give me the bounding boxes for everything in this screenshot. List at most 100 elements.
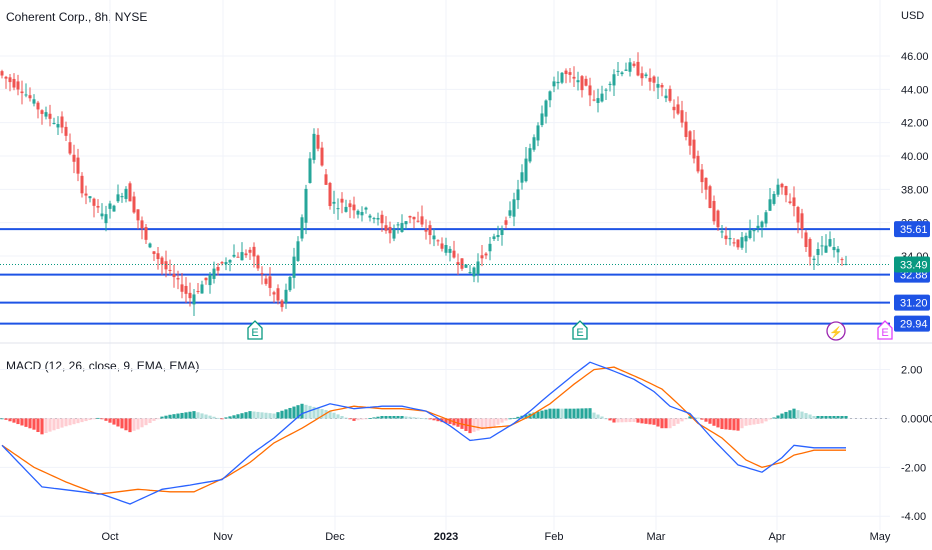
macd-histogram-bar xyxy=(316,407,320,419)
candle-body xyxy=(420,216,424,225)
event-markers[interactable]: E E ⚡ E xyxy=(247,320,893,341)
macd-histogram-bar xyxy=(652,418,656,425)
level-price-tag xyxy=(894,221,930,238)
price-tick-label: 42.00 xyxy=(901,118,929,130)
candle-body xyxy=(468,272,472,274)
macd-histogram-bar xyxy=(332,412,336,419)
macd-histogram-bar xyxy=(48,418,52,432)
macd-histogram-bar xyxy=(260,412,264,419)
macd-axis[interactable]: 2.00 0.0000 -2.00 -4.00 xyxy=(901,365,932,524)
candle-body xyxy=(324,174,328,185)
macd-histogram-bar xyxy=(308,405,312,419)
macd-histogram-bar xyxy=(108,418,112,423)
candle-body xyxy=(180,284,184,292)
candle-body xyxy=(256,255,260,269)
macd-histogram-bar xyxy=(604,418,608,420)
macd-histogram-bar xyxy=(140,418,144,428)
macd-histogram-bar xyxy=(372,417,376,419)
candle-body xyxy=(312,133,316,160)
macd-histogram-bar xyxy=(288,407,292,419)
macd-histogram-bar xyxy=(28,418,32,429)
macd-histogram-bar xyxy=(724,418,728,430)
candle-body xyxy=(96,205,100,208)
candle-body xyxy=(568,72,572,75)
macd-histogram-bar xyxy=(644,418,648,424)
candle-body xyxy=(308,158,312,183)
macd-histogram-bar xyxy=(500,418,504,423)
candle-body xyxy=(604,89,608,91)
candle-body xyxy=(552,81,556,87)
macd-histogram-bar xyxy=(320,409,324,419)
dividend-marker xyxy=(826,321,846,341)
candle-body xyxy=(164,261,168,270)
candle-body xyxy=(236,256,240,258)
price-axis[interactable]: 46.0044.0042.0040.0038.0036.0034.0035.61… xyxy=(894,51,930,332)
macd-histogram-bar xyxy=(284,409,288,419)
candle-body xyxy=(564,70,568,75)
candle-body xyxy=(588,85,592,96)
macd-histogram-bar xyxy=(204,414,208,419)
candle-body xyxy=(208,274,212,286)
candle-body xyxy=(104,214,108,224)
support-resistance-levels[interactable] xyxy=(0,228,890,325)
candle-body xyxy=(636,61,640,76)
macd-histogram-bar xyxy=(152,418,156,421)
candle-body xyxy=(168,269,172,271)
candle-body xyxy=(52,122,56,124)
time-tick-label: Nov xyxy=(213,531,233,543)
macd-histogram-bar xyxy=(36,418,40,433)
macd-histogram-bar xyxy=(492,418,496,427)
candle-body xyxy=(400,223,404,232)
macd-histogram-bar xyxy=(816,416,820,419)
macd-histogram-bar xyxy=(148,418,152,424)
candle-body xyxy=(716,210,720,228)
candle-body xyxy=(296,241,300,261)
candle-body xyxy=(508,210,512,216)
macd-histogram-bar xyxy=(392,416,396,419)
candle-body xyxy=(272,292,276,295)
candle-body xyxy=(72,154,76,162)
time-axis[interactable]: Oct Nov Dec 2023 Feb Mar Apr May xyxy=(101,531,890,543)
candle-body xyxy=(692,139,696,159)
candle-body xyxy=(212,268,216,279)
candle-body xyxy=(756,225,760,229)
macd-histogram-bar xyxy=(368,418,372,419)
candle-body xyxy=(576,80,580,83)
candle-body xyxy=(336,208,340,210)
macd-histogram-bar xyxy=(200,413,204,419)
macd-histogram-bar xyxy=(352,418,356,421)
earnings-marker xyxy=(877,320,893,340)
candle-body xyxy=(532,137,536,150)
candle-body xyxy=(472,267,476,277)
candle-body xyxy=(288,276,292,291)
candle-body xyxy=(340,198,344,203)
macd-histogram-bar xyxy=(572,408,576,419)
candle-body xyxy=(480,255,484,259)
candle-body xyxy=(300,217,304,239)
macd-lines xyxy=(1,361,846,505)
candle-body xyxy=(248,249,252,253)
candle-body xyxy=(44,112,48,117)
macd-histogram-bar xyxy=(100,418,104,420)
candle-body xyxy=(144,227,148,240)
candle-body xyxy=(292,256,296,278)
candle-body xyxy=(80,175,84,194)
candle-body xyxy=(792,197,796,207)
macd-histogram-bar xyxy=(480,418,484,430)
candle-body xyxy=(68,142,72,154)
macd-histogram-bar xyxy=(380,416,384,419)
candle-body xyxy=(428,225,432,236)
candle-body xyxy=(496,235,500,238)
macd-histogram-bar xyxy=(136,418,140,430)
macd-histogram-bar xyxy=(748,418,752,426)
macd-histogram-bar xyxy=(824,416,828,419)
candle-body xyxy=(260,273,264,275)
candle-body xyxy=(132,196,136,213)
candle-body xyxy=(528,148,532,162)
macd-histogram-bar xyxy=(740,418,744,429)
candle-body xyxy=(396,224,400,226)
macd-histogram-bar xyxy=(20,418,24,426)
macd-histogram-bar xyxy=(612,418,616,423)
candle-body xyxy=(332,201,336,204)
